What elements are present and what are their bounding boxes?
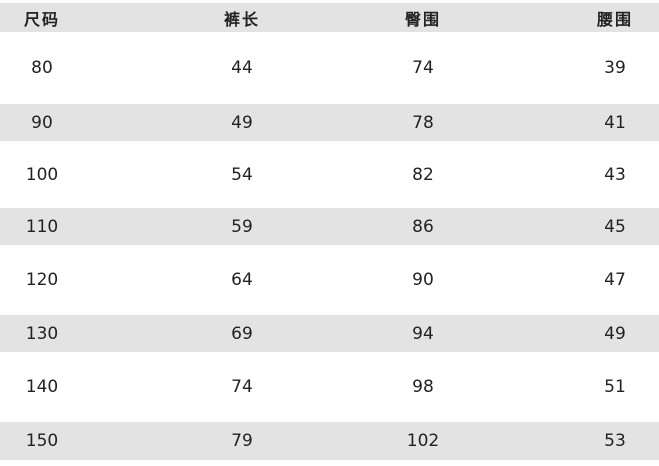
table-row: 90 49 78 41: [0, 104, 659, 141]
table-cell: 49: [231, 112, 253, 133]
table-row: 140 74 98 51: [0, 352, 659, 422]
table-cell: 102: [406, 431, 440, 451]
table-cell: 51: [604, 377, 626, 397]
table-cell: 130: [25, 323, 59, 344]
table-row: 100 54 82 43: [0, 141, 659, 208]
table-cell: 53: [604, 431, 626, 451]
table-cell: 64: [231, 270, 253, 290]
column-header: 臀围: [404, 9, 442, 29]
table-cell: 39: [604, 58, 626, 78]
table-row: 150 79 102 53: [0, 422, 659, 460]
table-cell: 44: [231, 58, 253, 78]
table-row: 130 69 94 49: [0, 315, 659, 352]
table-cell: 69: [231, 323, 253, 344]
table-cell: 100: [25, 164, 59, 185]
table-cell: 74: [231, 377, 253, 397]
table-row: 120 64 90 47: [0, 245, 659, 315]
table-cell: 49: [604, 323, 626, 344]
table-cell: 79: [231, 431, 253, 451]
table-cell: 54: [231, 164, 253, 185]
size-chart-table: 尺码 裤长 臀围 腰围 80 44 74 39 90 49 78 41 100 54 82 43 110 59 86…: [0, 3, 659, 460]
table-cell: 98: [412, 377, 434, 397]
table-cell: 80: [31, 58, 53, 78]
table-cell: 86: [412, 216, 434, 237]
column-header: 裤长: [223, 9, 261, 29]
table-cell: 140: [25, 377, 59, 397]
table-cell: 94: [412, 323, 434, 344]
table-cell: 59: [231, 216, 253, 237]
table-cell: 41: [604, 112, 626, 133]
table-cell: 45: [604, 216, 626, 237]
table-cell: 47: [604, 270, 626, 290]
table-cell: 74: [412, 58, 434, 78]
table-cell: 78: [412, 112, 434, 133]
table-cell: 90: [412, 270, 434, 290]
table-cell: 120: [25, 270, 59, 290]
header-row: 尺码 裤长 臀围 腰围: [0, 3, 659, 32]
table-cell: 82: [412, 164, 434, 185]
column-header: 尺码: [23, 9, 61, 29]
table-row: 110 59 86 45: [0, 208, 659, 245]
table-row: 80 44 74 39: [0, 32, 659, 104]
table-cell: 90: [31, 112, 53, 133]
table-cell: 110: [25, 216, 59, 237]
table-cell: 43: [604, 164, 626, 185]
table-cell: 150: [25, 431, 59, 451]
column-header: 腰围: [596, 9, 634, 29]
